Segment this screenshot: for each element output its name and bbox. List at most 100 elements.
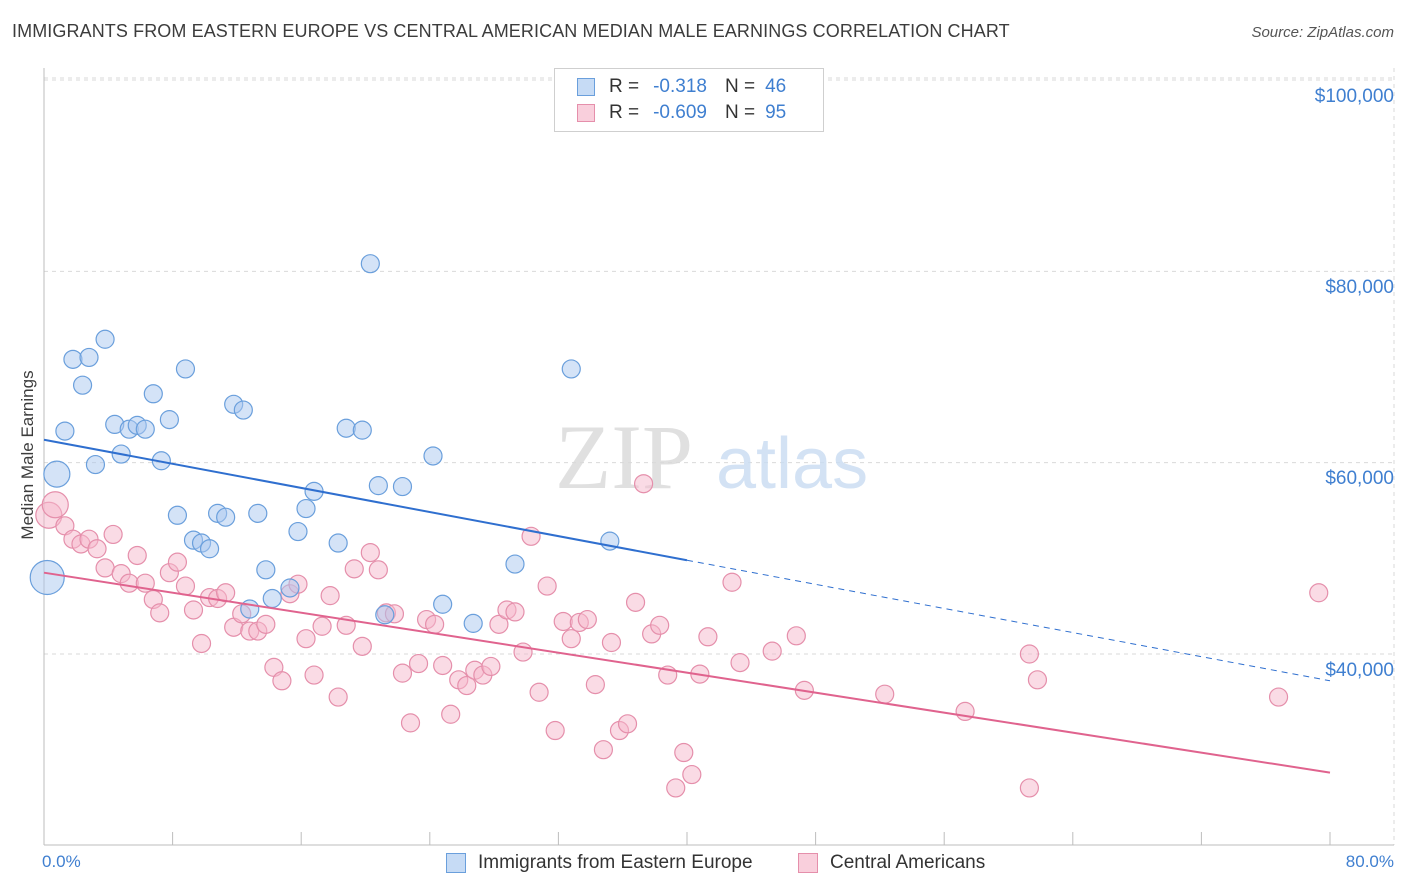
central-americans-point bbox=[272, 671, 292, 691]
watermark-atlas: atlas bbox=[716, 424, 868, 504]
legend-n-value: 46 bbox=[765, 76, 787, 97]
eastern-europe-point bbox=[29, 559, 65, 596]
y-tick-label: $40,000 bbox=[1325, 660, 1394, 681]
central-americans-point bbox=[529, 682, 549, 702]
chart-title: IMMIGRANTS FROM EASTERN EUROPE VS CENTRA… bbox=[12, 21, 1010, 41]
central-americans-point bbox=[481, 656, 501, 677]
central-americans-point bbox=[577, 609, 597, 630]
central-americans-point bbox=[674, 742, 694, 763]
central-americans-points bbox=[35, 474, 1329, 798]
central-americans-point bbox=[617, 714, 638, 734]
central-americans-point bbox=[625, 592, 646, 612]
eastern-europe-point bbox=[167, 505, 188, 525]
central-americans-point bbox=[505, 602, 525, 622]
y-axis-label: Median Male Earnings bbox=[18, 370, 37, 540]
central-americans-point bbox=[344, 559, 364, 579]
eastern-europe-point bbox=[72, 375, 93, 395]
central-americans-point bbox=[433, 655, 453, 676]
y-tick-label: $60,000 bbox=[1325, 468, 1394, 489]
central-americans-point bbox=[593, 740, 614, 760]
central-americans-point bbox=[682, 764, 702, 785]
eastern-europe-point bbox=[328, 533, 348, 553]
eastern-europe-point bbox=[175, 359, 196, 379]
eastern-europe-trend-line bbox=[43, 438, 688, 562]
eastern-europe-point bbox=[199, 539, 220, 559]
central-americans-point bbox=[633, 474, 654, 494]
eastern-europe-point bbox=[256, 560, 276, 580]
central-americans-point bbox=[1268, 687, 1289, 707]
eastern-europe-point bbox=[505, 554, 525, 574]
central-americans-point bbox=[392, 663, 413, 683]
eastern-europe-point bbox=[336, 418, 356, 438]
central-americans-point bbox=[150, 603, 170, 623]
central-americans-point bbox=[119, 573, 139, 593]
eastern-europe-point bbox=[368, 476, 388, 496]
central-americans-point bbox=[328, 687, 348, 707]
central-americans-point bbox=[425, 614, 445, 634]
legend-n-value: 95 bbox=[765, 102, 787, 123]
bottom-legend-eastern-europe: Immigrants from Eastern Europe bbox=[446, 852, 753, 874]
legend-swatch-pink bbox=[577, 104, 595, 122]
central-americans-point bbox=[312, 616, 332, 636]
bottom-legend-label: Immigrants from Eastern Europe bbox=[478, 852, 753, 873]
axes bbox=[43, 68, 1394, 846]
eastern-europe-point bbox=[280, 578, 300, 598]
bottom-legend-label: Central Americans bbox=[830, 852, 986, 873]
legend-row-eastern-europe: R = -0.318 N = 46 bbox=[577, 74, 786, 100]
legend-r-label: R = bbox=[609, 76, 640, 97]
eastern-europe-point bbox=[233, 400, 253, 420]
central-americans-point bbox=[786, 626, 806, 646]
central-americans-point bbox=[553, 611, 573, 632]
central-americans-point bbox=[183, 600, 204, 620]
central-americans-point bbox=[127, 545, 147, 566]
central-americans-point bbox=[352, 636, 372, 656]
central-americans-point bbox=[95, 558, 115, 578]
central-americans-point bbox=[256, 614, 276, 634]
central-americans-point bbox=[1019, 644, 1039, 664]
central-americans-point bbox=[650, 615, 670, 635]
eastern-europe-point bbox=[352, 420, 372, 440]
eastern-europe-point bbox=[296, 498, 316, 519]
legend-r-value: -0.609 bbox=[653, 102, 707, 123]
central-americans-point bbox=[537, 576, 557, 596]
watermark-zip: ZIP bbox=[555, 406, 693, 508]
central-americans-point bbox=[296, 629, 316, 649]
eastern-europe-point bbox=[433, 594, 453, 614]
central-americans-point bbox=[666, 778, 686, 798]
eastern-europe-point bbox=[375, 605, 395, 625]
legend-swatch-blue bbox=[577, 78, 595, 96]
central-americans-point bbox=[408, 653, 429, 674]
legend-row-central-americans: R = -0.609 N = 95 bbox=[577, 100, 786, 126]
central-americans-point bbox=[360, 542, 380, 563]
eastern-europe-point bbox=[55, 421, 75, 441]
central-americans-point bbox=[545, 720, 565, 741]
bottom-legend-central-americans: Central Americans bbox=[798, 852, 985, 874]
eastern-europe-point bbox=[216, 507, 236, 527]
eastern-europe-point bbox=[63, 349, 83, 369]
eastern-europe-point bbox=[288, 521, 308, 542]
eastern-europe-trend-extension bbox=[686, 559, 1331, 682]
eastern-europe-point bbox=[159, 410, 179, 430]
correlation-legend: R = -0.318 N = 46 R = -0.609 N = 95 bbox=[554, 68, 824, 132]
legend-n-label: N = bbox=[724, 76, 756, 97]
eastern-europe-point bbox=[561, 359, 581, 379]
eastern-europe-point bbox=[360, 254, 380, 274]
eastern-europe-point bbox=[423, 446, 443, 466]
central-americans-point bbox=[175, 576, 196, 596]
eastern-europe-point bbox=[95, 329, 115, 349]
central-americans-point bbox=[368, 560, 388, 580]
central-americans-point bbox=[400, 713, 421, 733]
central-americans-trend-line bbox=[43, 571, 1331, 774]
legend-n-label: N = bbox=[724, 102, 756, 123]
central-americans-point bbox=[762, 641, 782, 661]
central-americans-point bbox=[730, 653, 750, 673]
central-americans-point bbox=[304, 665, 324, 685]
central-americans-point bbox=[320, 586, 340, 606]
central-americans-point bbox=[561, 629, 581, 649]
legend-r-label: R = bbox=[609, 102, 640, 123]
bottom-legend-swatch-pink bbox=[798, 853, 818, 873]
x-tick-label-min: 0.0% bbox=[42, 852, 81, 871]
source-label: Source: ZipAtlas.com bbox=[1251, 24, 1394, 41]
central-americans-point bbox=[1027, 670, 1048, 690]
eastern-europe-point bbox=[463, 613, 483, 633]
